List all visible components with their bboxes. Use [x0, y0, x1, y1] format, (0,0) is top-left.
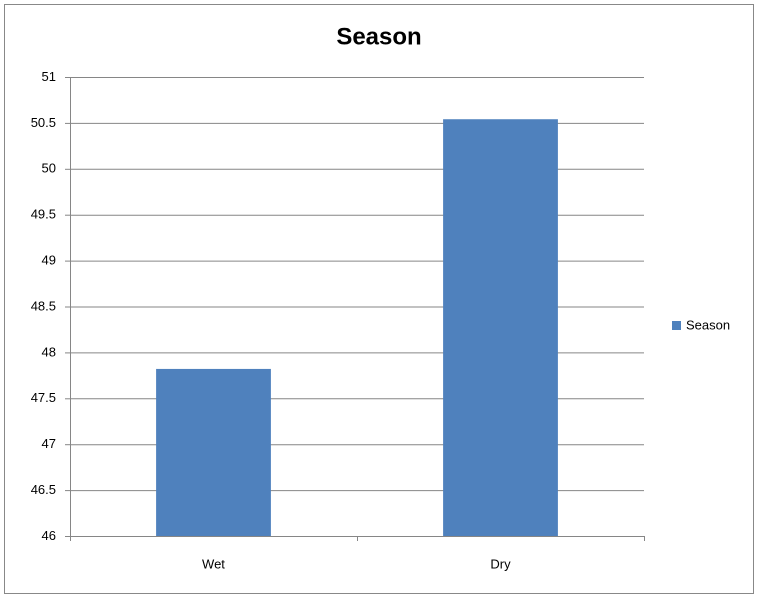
x-tick-label: Wet	[202, 556, 225, 571]
y-tick-label: 47.5	[31, 390, 56, 405]
chart-border	[4, 4, 754, 594]
y-tick-label: 47	[42, 436, 56, 451]
bar	[156, 368, 271, 536]
y-tick-label: 48.5	[31, 298, 56, 313]
y-tick-label: 46	[42, 528, 56, 543]
y-tick-label: 51	[42, 69, 56, 84]
x-tick-label: Dry	[490, 556, 511, 571]
y-tick-label: 46.5	[31, 482, 56, 497]
y-tick-label: 49	[42, 253, 56, 268]
legend-label: Season	[686, 317, 730, 332]
chart-title: Season	[336, 23, 421, 50]
y-tick-label: 48	[42, 344, 56, 359]
y-tick-label: 49.5	[31, 207, 56, 222]
y-tick-label: 50	[42, 161, 56, 176]
y-tick-label: 50.5	[31, 115, 56, 130]
bar	[443, 119, 558, 536]
legend-swatch	[672, 321, 681, 330]
